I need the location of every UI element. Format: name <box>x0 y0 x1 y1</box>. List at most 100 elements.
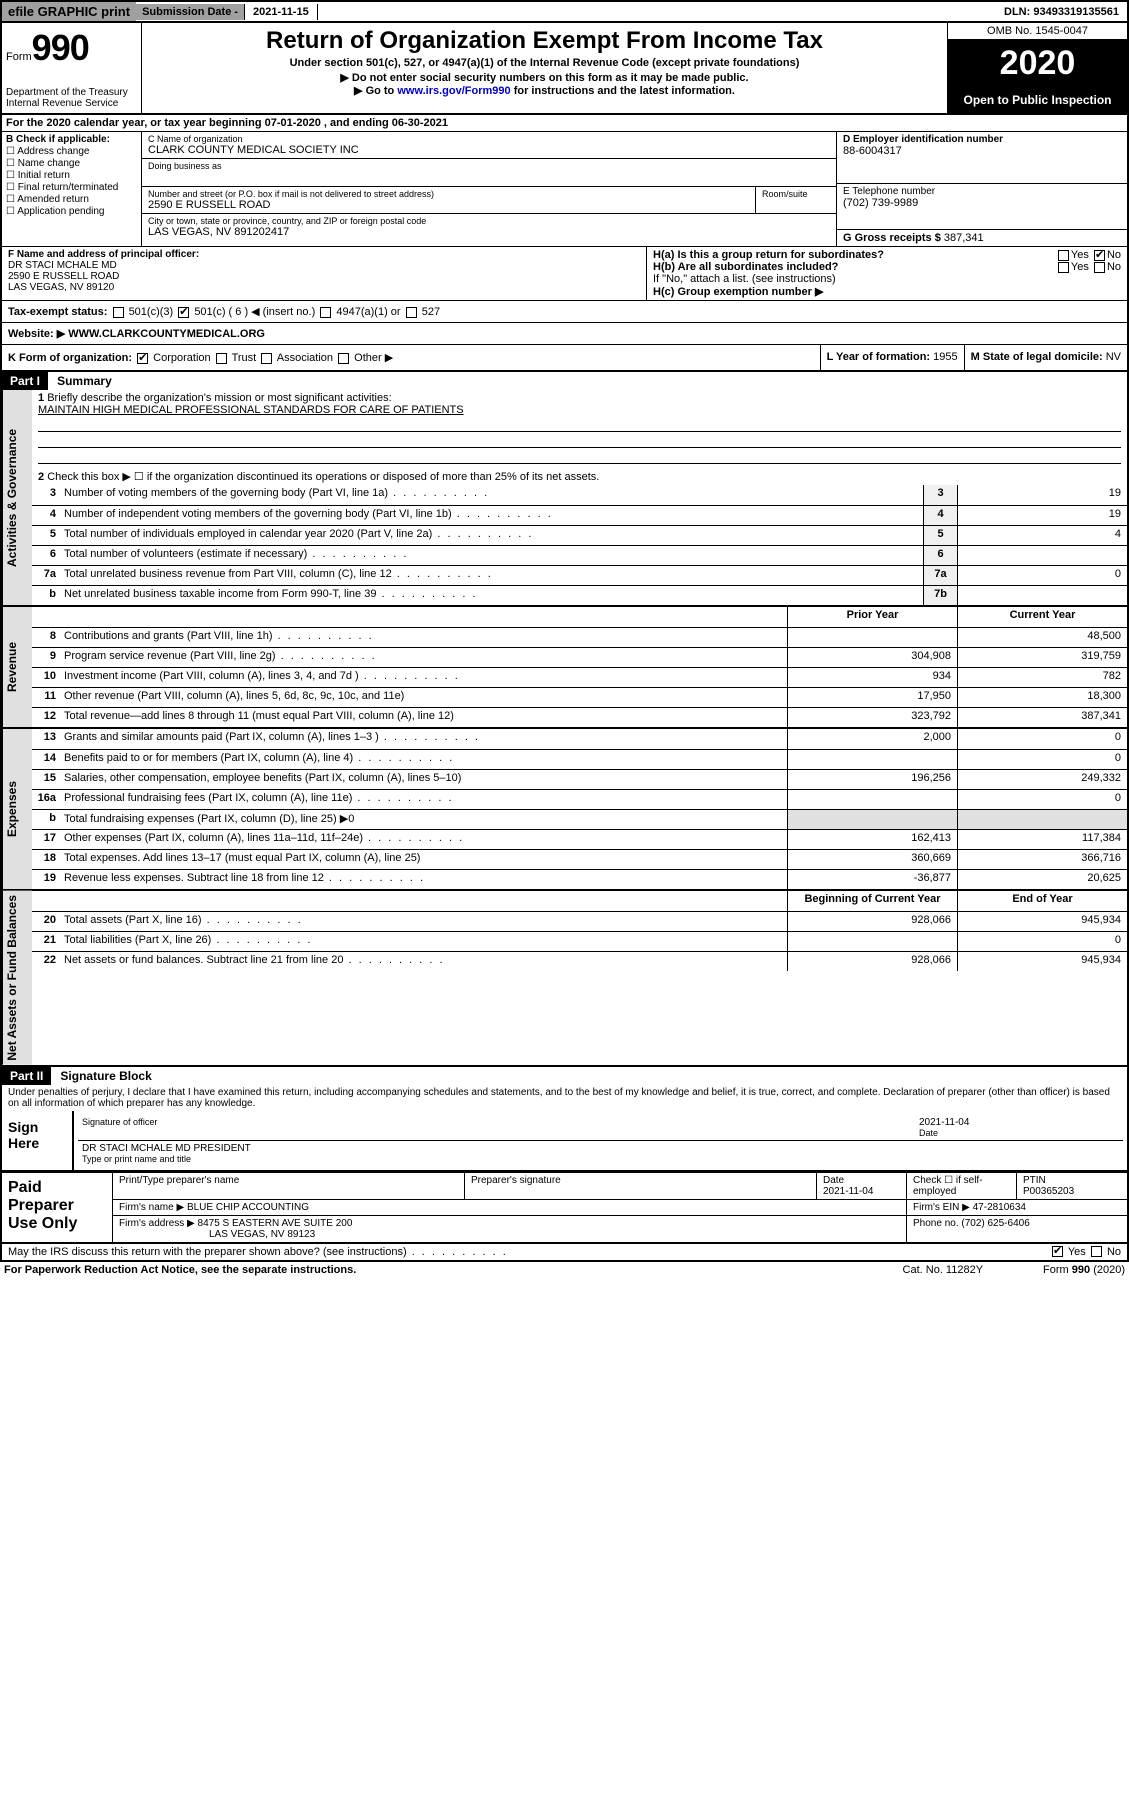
revenue-block: Revenue Prior YearCurrent Year 8Contribu… <box>2 605 1127 727</box>
k-assoc[interactable] <box>261 353 272 364</box>
q13: 13Grants and similar amounts paid (Part … <box>32 729 1127 749</box>
q18: 18Total expenses. Add lines 13–17 (must … <box>32 849 1127 869</box>
year-box: 2020 <box>948 40 1127 87</box>
section-fh: F Name and address of principal officer:… <box>0 247 1129 301</box>
phone-cell: E Telephone number (702) 739-9989 <box>837 184 1127 230</box>
q12: 12Total revenue—add lines 8 through 11 (… <box>32 707 1127 727</box>
gross-label: G Gross receipts $ <box>843 232 944 244</box>
q22: 22Net assets or fund balances. Subtract … <box>32 951 1127 971</box>
form990-link[interactable]: www.irs.gov/Form990 <box>397 85 510 97</box>
k-label: K Form of organization: <box>8 352 132 364</box>
ein: 88-6004317 <box>843 145 1121 157</box>
governance-lines: 1 Briefly describe the organization's mi… <box>32 390 1127 605</box>
line-a: For the 2020 calendar year, or tax year … <box>0 115 1129 132</box>
street-row: Number and street (or P.O. box if mail i… <box>142 187 836 214</box>
street-cell: Number and street (or P.O. box if mail i… <box>142 187 756 213</box>
i-527[interactable] <box>406 307 417 318</box>
h-a: H(a) Is this a group return for subordin… <box>653 249 1121 261</box>
prep-row-3: Firm's address ▶ 8475 S EASTERN AVE SUIT… <box>113 1216 1127 1242</box>
city-label: City or town, state or province, country… <box>148 216 830 226</box>
vtab-expenses: Expenses <box>2 729 32 889</box>
i-501c3[interactable] <box>113 307 124 318</box>
q17: 17Other expenses (Part IX, column (A), l… <box>32 829 1127 849</box>
net-header: Beginning of Current YearEnd of Year <box>32 891 1127 911</box>
room-cell: Room/suite <box>756 187 836 213</box>
part1: Part I Summary Activities & Governance 1… <box>0 372 1129 1067</box>
ck-initial-return[interactable]: ☐ Initial return <box>6 170 137 181</box>
f-cell: F Name and address of principal officer:… <box>2 247 647 300</box>
efile-label: efile GRAPHIC print <box>2 2 136 21</box>
prep-ptin: PTINP00365203 <box>1017 1173 1127 1199</box>
q10: 10Investment income (Part VIII, column (… <box>32 667 1127 687</box>
vtab-netassets: Net Assets or Fund Balances <box>2 891 32 1065</box>
expenses-block: Expenses 13Grants and similar amounts pa… <box>2 727 1127 889</box>
part2-header: Part II Signature Block <box>0 1067 1129 1085</box>
org-name-cell: C Name of organization CLARK COUNTY MEDI… <box>142 132 836 159</box>
city: LAS VEGAS, NV 891202417 <box>148 226 830 238</box>
part1-header: Part I Summary <box>2 372 1127 390</box>
prep-name-h: Print/Type preparer's name <box>113 1173 465 1199</box>
sign-here-fields: Signature of officer 2021-11-04Date DR S… <box>72 1111 1127 1170</box>
expenses-lines: 13Grants and similar amounts paid (Part … <box>32 729 1127 889</box>
k-other[interactable] <box>338 353 349 364</box>
form-header-left: Form 990 Department of the Treasury Inte… <box>2 23 142 113</box>
discuss-q: May the IRS discuss this return with the… <box>8 1246 508 1258</box>
j-val: WWW.CLARKCOUNTYMEDICAL.ORG <box>68 328 265 340</box>
form-header-center: Return of Organization Exempt From Incom… <box>142 23 947 113</box>
sign-here-row: Sign Here Signature of officer 2021-11-0… <box>2 1111 1127 1170</box>
preparer-section: Paid Preparer Use Only Print/Type prepar… <box>0 1172 1129 1244</box>
blank-line-2 <box>38 434 1121 448</box>
phone: (702) 739-9989 <box>843 197 1121 209</box>
ck-final-return[interactable]: ☐ Final return/terminated <box>6 182 137 193</box>
k-trust[interactable] <box>216 353 227 364</box>
ck-address-change[interactable]: ☐ Address change <box>6 146 137 157</box>
q1: 1 Briefly describe the organization's mi… <box>32 390 1127 468</box>
discuss-yes[interactable] <box>1052 1246 1063 1257</box>
line-j: Website: ▶ WWW.CLARKCOUNTYMEDICAL.ORG <box>0 323 1129 345</box>
discuss-row: May the IRS discuss this return with the… <box>0 1244 1129 1262</box>
q8: 8Contributions and grants (Part VIII, li… <box>32 627 1127 647</box>
paperwork-notice: For Paperwork Reduction Act Notice, see … <box>4 1264 356 1276</box>
ck-application-pending[interactable]: ☐ Application pending <box>6 206 137 217</box>
line-a-text: For the 2020 calendar year, or tax year … <box>6 117 448 129</box>
submission-date: 2021-11-15 <box>244 4 318 20</box>
h-c: H(c) Group exemption number ▶ <box>653 285 1121 298</box>
sub3-post: for instructions and the latest informat… <box>511 85 735 97</box>
line-i: Tax-exempt status: 501(c)(3) 501(c) ( 6 … <box>0 301 1129 323</box>
hb-no[interactable] <box>1094 262 1105 273</box>
ck-name-change[interactable]: ☐ Name change <box>6 158 137 169</box>
q14: 14Benefits paid to or for members (Part … <box>32 749 1127 769</box>
subdate-label: Submission Date - <box>136 4 244 20</box>
mission-text: MAINTAIN HIGH MEDICAL PROFESSIONAL STAND… <box>38 404 1121 416</box>
k-corp[interactable] <box>137 353 148 364</box>
part2-title: Signature Block <box>54 1067 157 1085</box>
subtitle-1: Under section 501(c), 527, or 4947(a)(1)… <box>146 57 943 69</box>
rev-header: Prior YearCurrent Year <box>32 607 1127 627</box>
ha-yes[interactable] <box>1058 250 1069 261</box>
prep-row-1: Print/Type preparer's name Preparer's si… <box>113 1173 1127 1200</box>
i-501c[interactable] <box>178 307 189 318</box>
ha-no[interactable] <box>1094 250 1105 261</box>
form-footer: Form 990 (2020) <box>1043 1264 1125 1276</box>
form-number: Form 990 <box>6 27 137 69</box>
i-4947[interactable] <box>320 307 331 318</box>
discuss-no[interactable] <box>1091 1246 1102 1257</box>
q2: 2 Check this box ▶ ☐ if the organization… <box>32 468 1127 485</box>
firm-ein-cell: Firm's EIN ▶ 47-2810634 <box>907 1200 1127 1215</box>
vtab-governance: Activities & Governance <box>2 390 32 605</box>
ck-amended-return[interactable]: ☐ Amended return <box>6 194 137 205</box>
subtitle-2: ▶ Do not enter social security numbers o… <box>146 71 943 84</box>
street-label: Number and street (or P.O. box if mail i… <box>148 189 749 199</box>
revenue-lines: Prior YearCurrent Year 8Contributions an… <box>32 607 1127 727</box>
street: 2590 E RUSSELL ROAD <box>148 199 749 211</box>
subtitle-3: ▶ Go to www.irs.gov/Form990 for instruct… <box>146 84 943 97</box>
prep-date: Date2021-11-04 <box>817 1173 907 1199</box>
sub3-pre: ▶ Go to <box>354 85 397 97</box>
dba-cell: Doing business as <box>142 159 836 187</box>
h-b: H(b) Are all subordinates included? Yes … <box>653 261 1121 273</box>
q16a: 16aProfessional fundraising fees (Part I… <box>32 789 1127 809</box>
hb-yes[interactable] <box>1058 262 1069 273</box>
k-cell: K Form of organization: Corporation Trus… <box>2 345 820 370</box>
q7b: bNet unrelated business taxable income f… <box>32 585 1127 605</box>
prep-row-2: Firm's name ▶ BLUE CHIP ACCOUNTING Firm'… <box>113 1200 1127 1216</box>
